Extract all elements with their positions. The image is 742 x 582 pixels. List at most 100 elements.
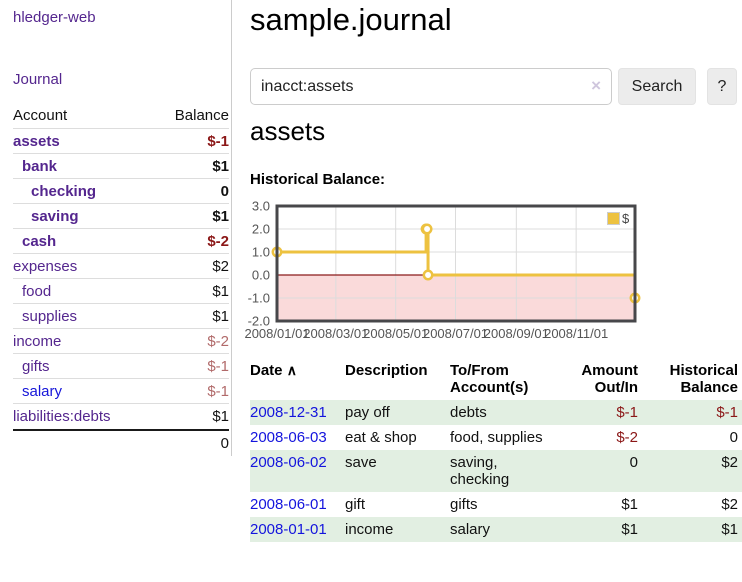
account-link-income[interactable]: income [13,332,62,350]
account-row: assets $-1 [13,129,229,154]
account-balance: $-1 [207,382,229,400]
register-row: 2008-12-31 pay off debts $-1 $-1 [250,400,742,425]
transaction-accounts: salary [450,521,491,538]
account-title: assets [250,116,326,146]
transaction-date-link[interactable]: 2008-12-31 [250,404,327,421]
account-link-liabilities-debts[interactable]: liabilities:debts [13,408,111,425]
account-link-checking[interactable]: checking [31,182,97,200]
account-tree-header: Account Balance [13,103,229,129]
header-date-label: Date [250,362,283,379]
legend-swatch [607,212,620,225]
account-column-header: Account [13,107,68,124]
transaction-date-link[interactable]: 2008-01-01 [250,521,327,538]
y-tick-label: 0.0 [252,268,270,283]
account-link-supplies[interactable]: supplies [22,307,78,325]
account-balance: $1 [212,207,229,225]
y-tick-label: 3.0 [252,199,270,214]
data-point-marker [421,223,433,235]
header-balance: Historical Balance [669,362,738,396]
help-button[interactable]: ? [707,68,737,105]
register-row: 2008-06-01 gift gifts $1 $2 [250,492,742,517]
transaction-date-link[interactable]: 2008-06-01 [250,496,327,513]
account-balance: $1 [212,408,229,425]
search-button[interactable]: Search [618,68,696,105]
register-table-header: Date ∧ Description To/From Account(s) Am… [250,360,742,400]
account-total: 0 [13,429,229,454]
page-title: sample.journal [250,2,452,37]
search-input[interactable] [250,68,612,105]
account-row: food $1 [13,279,229,304]
transaction-amount: $-1 [616,404,638,421]
register-row: 2008-06-02 save saving, checking 0 $2 [250,450,742,492]
account-link-food[interactable]: food [22,282,52,300]
balance-chart-canvas: 3.0 2.0 1.0 0.0 -1.0 -2.02008/01/012008/03/01… [244,199,641,341]
data-point-marker [422,269,434,281]
sidebar: hledger-web Journal Account Balance asse… [0,0,232,456]
main-content: sample.journal × Search ? assets Histori… [244,0,742,582]
x-tick-label: 2008/11/01 [544,326,608,341]
account-link-salary[interactable]: salary [22,382,63,400]
account-link-cash[interactable]: cash [22,232,57,250]
x-tick-label: 2008/07/01 [423,326,488,341]
account-balance: 0 [220,182,229,200]
transaction-balance: $-1 [716,404,738,421]
legend-label: $ [622,211,630,226]
transaction-description: income [345,521,394,538]
account-row: checking 0 [13,179,229,204]
clear-search-icon[interactable]: × [591,76,601,95]
x-tick-label: 2008/03/01 [303,326,368,341]
account-link-expenses[interactable]: expenses [13,257,78,275]
transaction-amount: $1 [621,496,638,513]
account-link-gifts[interactable]: gifts [22,357,50,375]
balance-column-header: Balance [174,107,229,124]
header-date[interactable]: Date ∧ [250,360,345,400]
transaction-date-link[interactable]: 2008-06-03 [250,429,327,446]
sort-ascending-icon: ∧ [286,362,297,378]
header-accounts: To/From Account(s) [450,362,529,396]
account-link-assets[interactable]: assets [13,132,60,150]
account-balance: $-1 [207,132,229,150]
account-balance: $1 [212,157,229,175]
transaction-balance: $2 [721,496,738,513]
account-link-bank[interactable]: bank [22,157,58,175]
transaction-accounts: debts [450,404,487,421]
account-row: gifts $-1 [13,354,229,379]
transaction-amount: $-2 [616,429,638,446]
account-row: cash $-2 [13,229,229,254]
account-row: liabilities:debts $1 [13,404,229,429]
account-row: saving $1 [13,204,229,229]
header-amount: Amount Out/In [581,362,638,396]
account-tree: Account Balance assets $-1 bank $1 checking 0… [13,103,229,454]
transaction-balance: $2 [721,454,738,471]
register-row: 2008-06-03 eat & shop food, supplies $-2 0 [250,425,742,450]
plot-border [275,204,637,323]
header-description: Description [345,362,428,379]
historical-balance-chart: 3.0 2.0 1.0 0.0 -1.0 -2.0 2008/01/01 2008/03/01… [244,198,670,350]
account-row: supplies $1 [13,304,229,329]
account-balance: $-2 [207,232,229,250]
y-tick-label: -1.0 [248,291,270,306]
transaction-date-link[interactable]: 2008-06-02 [250,454,327,471]
account-balance: $1 [212,282,229,300]
account-link-saving[interactable]: saving [31,207,79,225]
register-row: 2008-01-01 income salary $1 $1 [250,517,742,542]
app-brand-link[interactable]: hledger-web [13,9,96,26]
transaction-description: save [345,454,377,471]
transaction-balance: $1 [721,521,738,538]
y-tick-label: 1.0 [252,245,270,260]
nav-journal-link[interactable]: Journal [13,71,63,88]
transaction-amount: $1 [621,521,638,538]
account-row: salary $-1 [13,379,229,404]
account-balance: $2 [212,257,229,275]
transaction-accounts: saving, checking [450,454,510,488]
chart-title: Historical Balance: [250,171,386,188]
account-balance: $-1 [207,357,229,375]
transaction-description: pay off [345,404,390,421]
search-bar: × Search ? [250,68,742,105]
transaction-accounts: gifts [450,496,478,513]
chart-legend: $ [606,210,631,227]
account-balance: $-2 [207,332,229,350]
y-tick-label: -2.0 [248,314,270,329]
transaction-accounts: food, supplies [450,429,543,446]
transaction-description: eat & shop [345,429,417,446]
